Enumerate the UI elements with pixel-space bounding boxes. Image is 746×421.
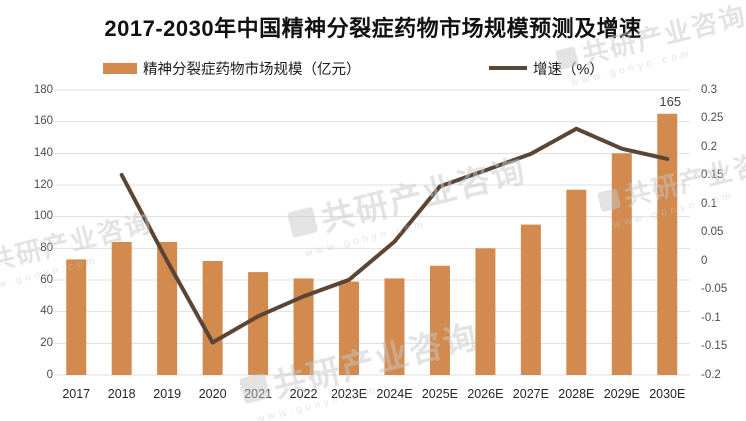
- bar-2026E: [475, 248, 496, 375]
- bar-2023E: [339, 281, 360, 375]
- axis-tick-label: 2019: [153, 387, 182, 401]
- legend-line-swatch-icon: [489, 66, 527, 70]
- axis-tick-label: 2023E: [330, 387, 368, 401]
- axis-tick-label: 180: [33, 83, 53, 96]
- axis-tick-label: -0.15: [701, 340, 728, 352]
- bar-2029E: [611, 153, 632, 375]
- growth-line: [119, 126, 670, 345]
- bar-2018: [111, 242, 132, 375]
- axis-tick-label: -0.05: [701, 283, 728, 295]
- legend-market-size-label: 精神分裂症药物市场规模（亿元）: [143, 61, 361, 78]
- axis-tick-label: 0.25: [701, 112, 724, 124]
- axis-tick-label: 0.3: [701, 83, 717, 96]
- axis-tick-label: 160: [33, 115, 53, 128]
- axis-tick-label: -0.1: [701, 311, 721, 324]
- axis-tick-label: 0: [46, 368, 53, 381]
- axis-tick-label: 80: [40, 241, 53, 254]
- axis-tick-label: 2020: [198, 387, 227, 401]
- axis-tick-label: 100: [33, 210, 53, 223]
- axis-tick-label: 0: [701, 254, 708, 267]
- axis-tick-label: 60: [40, 273, 53, 286]
- axis-tick-label: 0.1: [701, 197, 717, 210]
- bar-2020: [202, 261, 223, 375]
- axis-tick-label: 0.05: [701, 226, 724, 238]
- axis-tick-label: 2028E: [558, 387, 595, 401]
- bar-2022: [293, 278, 314, 375]
- bar-2017: [66, 259, 87, 375]
- axis-tick-label: 120: [33, 178, 53, 191]
- legend-bar-swatch-icon: [103, 62, 137, 74]
- bar-2021: [248, 272, 269, 375]
- axis-tick-label: 0.2: [701, 140, 717, 153]
- axis-tick-label: 140: [33, 146, 53, 159]
- legend-item-market-size: 精神分裂症药物市场规模（亿元）: [103, 57, 361, 79]
- axis-tick-label: 20: [40, 336, 53, 349]
- axis-tick-label: 2026E: [467, 387, 504, 401]
- chart-title: 2017-2030年中国精神分裂症药物市场规模预测及增速: [104, 16, 642, 41]
- bar-value-label: 165: [659, 94, 681, 109]
- axis-tick-label: 2027E: [512, 387, 549, 401]
- axis-tick-label: 2022: [289, 387, 318, 401]
- axis-tick-label: 2024E: [376, 387, 413, 401]
- axis-tick-label: -0.2: [701, 368, 721, 381]
- bar-2024E: [384, 278, 405, 375]
- axis-tick-label: 40: [40, 305, 53, 318]
- axis-tick-label: 2018: [107, 387, 136, 401]
- axis-tick-label: 0.15: [701, 169, 724, 181]
- axis-tick-label: 2025E: [421, 387, 459, 401]
- axis-tick-label: 2017: [62, 387, 91, 401]
- bar-2028E: [566, 189, 587, 375]
- axis-tick-label: 2029E: [603, 387, 640, 401]
- bar-2019: [157, 242, 178, 375]
- bar-2030E: [657, 113, 678, 375]
- bar-2027E: [520, 224, 541, 375]
- axis-tick-label: 2030E: [649, 387, 686, 401]
- bar-2025E: [429, 265, 450, 375]
